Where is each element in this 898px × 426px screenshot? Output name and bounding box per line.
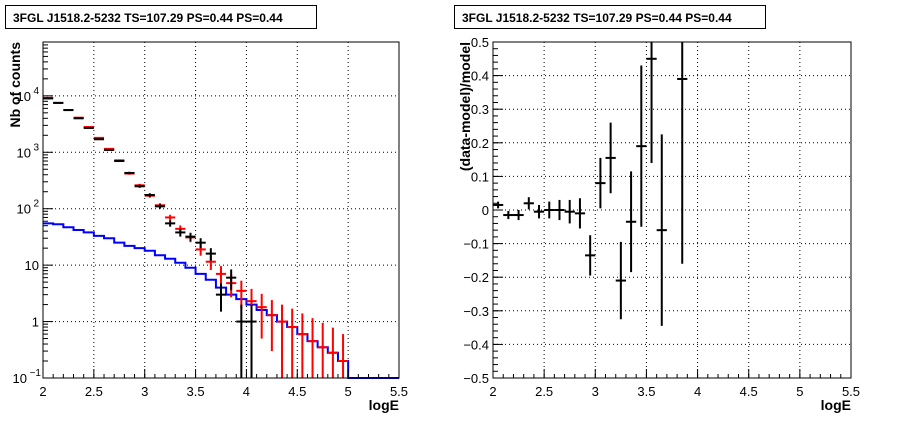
residual-x-tick-label: 2 [489,384,496,399]
counts-x-tick-label: 5.5 [390,384,408,399]
residual-chart-title: 3FGL J1518.2-5232 TS=107.29 PS=0.44 PS=0… [454,5,766,29]
counts-x-tick-label: 2 [39,384,46,399]
counts-x-axis-label: logE [369,397,399,413]
residual-x-tick-label: 3.5 [637,384,655,399]
counts-grid [43,42,399,378]
residual-y-tick-label: −0.5 [463,371,489,386]
counts-y-tick-label: 10 [17,145,31,160]
counts-x-tick-label: 4 [243,384,250,399]
residual-y-tick-label: 0.5 [471,35,489,50]
counts-y-tick-exponent: 4 [33,86,39,97]
counts-x-tick-label: 4.5 [288,384,306,399]
counts-y-tick-exponent: 3 [33,142,39,153]
counts-y-tick-exponent: 2 [33,199,39,210]
residual-y-tick-label: 0 [482,203,489,218]
counts-x-tick-label: 3.5 [187,384,205,399]
residual-data [493,42,688,326]
residual-y-tick-label: 0.4 [471,69,489,84]
counts-x-ticks: 2 2.5 3 3.5 4 4.5 5 5.5 [39,369,408,399]
counts-y-tick-exponent: −1 [30,368,42,379]
residual-panel: 2 2.5 3 3.5 4 4.5 5 5.5 −0.5 −0.4 −0.3 −0.2 −0.1 0 0.… [457,35,860,413]
residual-x-tick-label: 3 [592,384,599,399]
counts-chart-title: 3FGL J1518.2-5232 TS=107.29 PS=0.44 PS=0… [5,5,317,29]
residual-y-tick-label: −0.2 [463,270,489,285]
residual-y-tick-label: 0.3 [471,102,489,117]
residual-y-tick-label: 0.1 [471,169,489,184]
residual-x-ticks: 2 2.5 3 3.5 4 4.5 5 5.5 [489,369,860,399]
counts-data [43,96,399,379]
residual-x-tick-label: 4.5 [740,384,758,399]
counts-y-tick-label: 10 [25,258,39,273]
counts-y-tick-label: 10 [17,202,31,217]
residual-x-tick-label: 4 [694,384,701,399]
counts-x-tick-label: 2.5 [85,384,103,399]
residual-x-tick-label: 5.5 [842,384,860,399]
residual-y-tick-label: −0.3 [463,304,489,319]
residual-y-tick-label: 0.2 [471,136,489,151]
residual-x-tick-label: 5 [796,384,803,399]
residual-x-tick-label: 2.5 [535,384,553,399]
counts-x-tick-label: 5 [345,384,352,399]
counts-x-tick-label: 3 [141,384,148,399]
counts-y-tick-label: 10 [13,371,27,386]
residual-y-axis-label: (data-model)/model [457,42,473,171]
counts-y-tick-label: 10 [17,89,31,104]
residual-y-tick-label: −0.4 [463,337,489,352]
counts-y-tick-label: 1 [32,315,39,330]
residual-x-axis-label: logE [821,397,851,413]
residual-y-tick-label: −0.1 [463,237,489,252]
residual-y-ticks: −0.5 −0.4 −0.3 −0.2 −0.1 0 0.1 0.2 0.3 0.4 0.5 [463,35,503,386]
counts-y-axis-label: Nb of counts [7,42,23,128]
